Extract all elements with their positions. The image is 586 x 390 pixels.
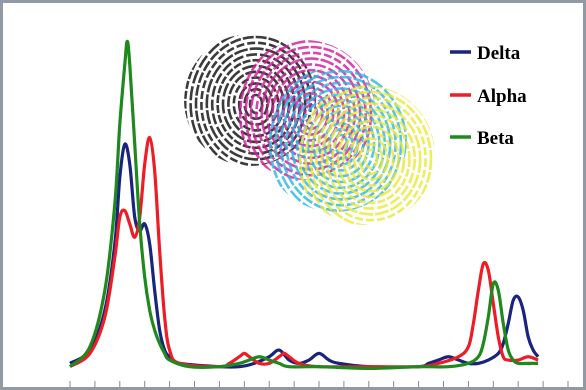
series-layer: [68, 39, 540, 370]
fingerprint-ridge: [255, 51, 367, 177]
fingerprint-ridge: [358, 142, 384, 176]
fingerprint-ridge: [331, 113, 411, 205]
fingerprint-ridge: [194, 35, 316, 166]
series-line-beta: [68, 39, 539, 370]
legend-label-beta: Beta: [477, 128, 514, 149]
x-axis-ticks: [69, 381, 569, 387]
series-line-alpha: [69, 135, 539, 369]
fingerprint-ridge: [317, 116, 365, 172]
legend-label-alpha: Alpha: [477, 86, 527, 107]
fingerprint-ridge: [363, 148, 379, 170]
fingerprint-ridge: [184, 34, 316, 166]
fingerprint-ridge: [205, 47, 307, 161]
fingerprint-ridge: [309, 90, 433, 225]
fingerprint-ridge: [347, 131, 395, 187]
fingerprint-ridge: [336, 119, 406, 199]
fingerprint-ridge: [320, 102, 422, 216]
fingerprint-ridge: [304, 85, 435, 225]
legend: Delta Alpha Beta: [450, 43, 527, 149]
fingerprint-ridge: [268, 68, 407, 212]
legend-item-beta: Beta: [450, 128, 514, 149]
fingerprint-ridge: [342, 125, 400, 193]
fingerprint-ridge: [298, 85, 435, 225]
fingerprint-ridge: [325, 108, 417, 210]
fingerprint-ridge: [238, 40, 375, 180]
fingerprint-yellow: [298, 85, 435, 225]
fingerprint-illustration: [184, 34, 435, 225]
fingerprint-ridge: [315, 96, 427, 222]
legend-item-delta: Delta: [450, 43, 521, 64]
fingerprint-ridge: [227, 70, 285, 138]
fingerprint-ridge: [244, 40, 375, 180]
series-line-delta: [69, 142, 540, 369]
fingerprint-ridge: [352, 137, 390, 181]
legend-item-alpha: Alpha: [450, 86, 527, 107]
fingerprint-ridge: [189, 34, 316, 166]
legend-label-delta: Delta: [477, 43, 521, 64]
